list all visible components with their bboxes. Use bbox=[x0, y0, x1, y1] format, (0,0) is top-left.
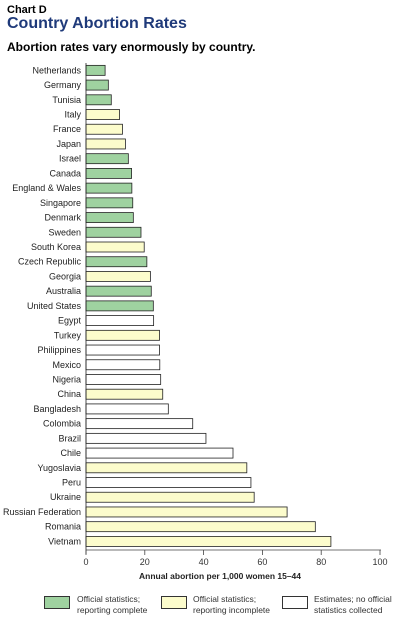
category-label-denmark: Denmark bbox=[44, 213, 81, 223]
bar-czech-republic bbox=[85, 256, 148, 268]
category-label-czech-republic: Czech Republic bbox=[18, 257, 82, 267]
bar-bangladesh bbox=[85, 403, 169, 415]
category-label-bangladesh: Bangladesh bbox=[33, 404, 81, 414]
category-label-brazil: Brazil bbox=[58, 433, 81, 443]
legend-swatch-estimate bbox=[282, 596, 308, 609]
bar-russian-federation bbox=[85, 506, 288, 518]
category-label-russian-federation: Russian Federation bbox=[3, 507, 81, 517]
chart-subtitle: Abortion rates vary enormously by countr… bbox=[7, 40, 256, 54]
legend-text-incomplete-2: reporting incomplete bbox=[193, 605, 271, 615]
bar-south-korea bbox=[85, 241, 145, 253]
category-label-tunisia: Tunisia bbox=[52, 95, 81, 105]
category-label-mexico: Mexico bbox=[52, 360, 81, 370]
category-label-philippines: Philippines bbox=[37, 345, 81, 355]
category-label-italy: Italy bbox=[64, 110, 81, 120]
category-label-canada: Canada bbox=[49, 168, 81, 178]
legend-swatch-incomplete bbox=[161, 596, 187, 609]
category-label-united-states: United States bbox=[27, 301, 82, 311]
bar-england-wales bbox=[85, 182, 133, 194]
x-axis: 0 20 40 60 80 100 bbox=[83, 63, 388, 567]
category-label-france: France bbox=[53, 124, 81, 134]
bar-sweden bbox=[85, 226, 142, 238]
bar-vietnam bbox=[85, 536, 332, 547]
category-label-south-korea: South Korea bbox=[31, 242, 81, 252]
bar-ukraine bbox=[85, 491, 255, 503]
bar-netherlands bbox=[85, 64, 106, 76]
chart-title: Country Abortion Rates bbox=[7, 15, 187, 32]
category-label-singapore: Singapore bbox=[40, 198, 81, 208]
category-label-israel: Israel bbox=[59, 154, 81, 164]
bar-united-states bbox=[85, 300, 154, 312]
x-tick-label-20: 20 bbox=[140, 557, 150, 567]
bar-denmark bbox=[85, 212, 134, 223]
category-labels: Netherlands Germany Tunisia Italy France Japa… bbox=[3, 65, 82, 546]
bar-japan bbox=[85, 138, 126, 150]
bar-yugoslavia bbox=[85, 462, 248, 474]
bar-turkey bbox=[85, 329, 160, 341]
x-tick-label-0: 0 bbox=[83, 557, 88, 567]
x-tick-label-80: 80 bbox=[316, 557, 326, 567]
bar-egypt bbox=[85, 315, 155, 327]
category-label-sweden: Sweden bbox=[48, 227, 81, 237]
category-label-romania: Romania bbox=[45, 522, 81, 532]
x-tick-label-40: 40 bbox=[199, 557, 209, 567]
legend-text-incomplete-1: Official statistics; bbox=[193, 594, 257, 604]
category-label-peru: Peru bbox=[62, 478, 81, 488]
legend-text-complete-2: reporting complete bbox=[77, 605, 148, 615]
bar-italy bbox=[85, 109, 120, 120]
bar-chile bbox=[85, 447, 234, 459]
category-label-colombia: Colombia bbox=[43, 419, 81, 429]
bar-france bbox=[85, 123, 123, 135]
category-label-germany: Germany bbox=[44, 80, 82, 90]
bar-israel bbox=[85, 153, 129, 165]
x-tick-label-100: 100 bbox=[372, 557, 387, 567]
bar-brazil bbox=[85, 432, 207, 444]
category-label-turkey: Turkey bbox=[54, 330, 82, 340]
legend-swatch-complete bbox=[44, 596, 70, 609]
bar-philippines bbox=[85, 344, 160, 356]
bar-nigeria bbox=[85, 374, 162, 385]
category-label-egypt: Egypt bbox=[58, 316, 82, 326]
category-label-nigeria: Nigeria bbox=[52, 374, 81, 384]
category-label-china: China bbox=[57, 389, 81, 399]
category-label-england-wales: England & Wales bbox=[12, 183, 81, 193]
bar-singapore bbox=[85, 197, 134, 209]
category-label-netherlands: Netherlands bbox=[32, 65, 81, 75]
bar-china bbox=[85, 388, 164, 400]
legend-text-complete-1: Official statistics; bbox=[77, 594, 141, 604]
legend-text-estimate-1: Estimates; no official bbox=[314, 594, 392, 604]
category-label-georgia: Georgia bbox=[49, 271, 81, 281]
x-axis-title: Annual abortion per 1,000 women 15–44 bbox=[139, 571, 301, 581]
category-label-ukraine: Ukraine bbox=[50, 492, 81, 502]
category-label-vietnam: Vietnam bbox=[48, 536, 81, 546]
category-label-chile: Chile bbox=[60, 448, 81, 458]
chart-kicker: Chart D bbox=[7, 4, 47, 16]
legend: Official statistics; reporting complete … bbox=[44, 594, 404, 624]
legend-text-estimate-2: statistics collected bbox=[314, 605, 383, 615]
bar-chart: Netherlands Germany Tunisia Italy France Japa… bbox=[3, 63, 388, 581]
bar-germany bbox=[85, 79, 109, 91]
category-label-japan: Japan bbox=[56, 139, 81, 149]
bar-australia bbox=[85, 285, 152, 297]
bar-georgia bbox=[85, 271, 151, 282]
category-label-yugoslavia: Yugoslavia bbox=[37, 463, 81, 473]
bar-mexico bbox=[85, 359, 161, 371]
bar-tunisia bbox=[85, 94, 112, 106]
bar-canada bbox=[85, 167, 132, 179]
bar-romania bbox=[85, 521, 316, 533]
category-label-australia: Australia bbox=[46, 286, 81, 296]
bar-peru bbox=[85, 477, 252, 488]
bar-colombia bbox=[85, 418, 194, 430]
x-tick-label-60: 60 bbox=[257, 557, 267, 567]
bars-group bbox=[85, 64, 332, 547]
